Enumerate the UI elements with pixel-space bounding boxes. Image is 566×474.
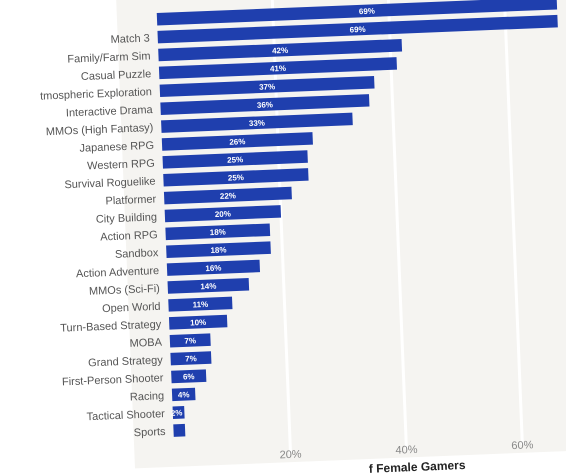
value-label-9: 22% [220, 191, 236, 201]
value-label-21: 2% [171, 408, 183, 417]
category-label-5: MMOs (High Fantasy) [46, 122, 154, 138]
category-label-20: Racing [130, 390, 165, 403]
gridline-60 [501, 0, 524, 445]
category-label-21: Tactical Shooter [86, 408, 165, 423]
bar-19 [171, 369, 207, 384]
value-label-11: 18% [210, 227, 226, 237]
category-label-1: Family/Farm Sim [67, 50, 151, 65]
value-label-14: 14% [200, 282, 216, 292]
category-label-14: MMOs (Sci-Fi) [89, 283, 160, 298]
bar-20 [171, 387, 196, 402]
category-label-3: tmospheric Exploration [40, 86, 152, 102]
category-label-12: Sandbox [115, 247, 159, 261]
value-label-13: 16% [205, 263, 221, 273]
category-label-15: Open World [102, 301, 161, 315]
category-label-19: First-Person Shooter [62, 372, 164, 388]
value-label-6: 26% [229, 137, 245, 147]
value-label-0: 69% [349, 25, 365, 35]
category-label-0: Match 3 [110, 32, 150, 46]
bar-10 [164, 205, 282, 223]
bar-17 [169, 333, 211, 348]
category-label-9: Platformer [105, 193, 157, 207]
value-label-10: 20% [215, 209, 231, 219]
bar-2 [158, 57, 398, 80]
category-label-4: Interactive Drama [66, 104, 154, 120]
value-label-18: 7% [185, 354, 197, 363]
value-label-7: 25% [227, 155, 243, 165]
bar-5 [161, 112, 353, 133]
value-label-4: 36% [257, 100, 273, 110]
bar-8 [163, 168, 309, 187]
bar-7 [162, 150, 308, 169]
x-tick-label-20: 20% [279, 449, 302, 462]
bar-0 [157, 14, 558, 44]
category-label-22: Sports [134, 426, 167, 439]
bar-3 [159, 75, 375, 98]
value-label-20: 4% [178, 390, 190, 399]
category-label-11: Action RPG [100, 229, 158, 243]
bar-14 [167, 278, 250, 294]
category-label-18: Grand Strategy [88, 354, 164, 369]
bar-6 [161, 132, 313, 151]
value-label-partial-top: 69% [359, 7, 375, 17]
category-label-13: Action Adventure [76, 265, 160, 280]
bar-1 [158, 39, 403, 62]
bar-12 [166, 241, 271, 259]
category-label-7: Western RPG [87, 158, 155, 173]
x-tick-label-40: 40% [395, 444, 418, 457]
bar-15 [168, 296, 233, 312]
bar-22 [173, 423, 186, 437]
bar-18 [170, 351, 212, 366]
category-label-6: Japanese RPG [79, 140, 154, 155]
value-label-8: 25% [228, 173, 244, 183]
value-label-2: 41% [270, 64, 286, 74]
plot-background [114, 0, 566, 469]
x-tick-label-60: 60% [511, 439, 534, 452]
bar-11 [165, 223, 271, 241]
value-label-5: 33% [249, 118, 265, 128]
bar-21 [172, 406, 185, 419]
bar-9 [163, 186, 292, 205]
category-label-2: Casual Puzzle [81, 68, 152, 83]
value-label-12: 18% [210, 245, 226, 255]
x-axis-title: f Female Gamers [369, 458, 467, 474]
value-label-19: 6% [183, 372, 195, 381]
bar-partial-top [156, 0, 558, 26]
value-label-15: 11% [192, 300, 208, 310]
category-label-8: Survival Roguelike [64, 176, 156, 192]
value-label-17: 7% [184, 336, 196, 345]
bar-4 [160, 94, 370, 115]
value-label-1: 42% [272, 46, 288, 56]
value-label-3: 37% [259, 82, 275, 92]
category-label-10: City Building [96, 211, 158, 225]
category-label-17: MOBA [129, 337, 163, 350]
bar-16 [168, 314, 228, 330]
bar-13 [166, 259, 261, 276]
category-label-16: Turn-Based Strategy [60, 319, 162, 335]
value-label-16: 10% [190, 318, 206, 328]
